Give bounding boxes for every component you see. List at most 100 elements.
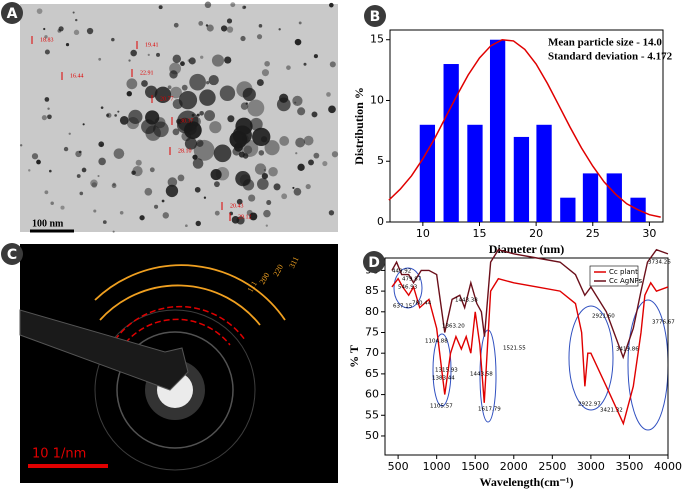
particle [198,20,204,26]
panel-label: D [368,255,380,271]
particle [209,121,222,134]
particle [261,69,269,77]
particle [19,144,23,147]
bar [443,64,459,222]
particle [154,204,159,209]
particle [100,144,103,147]
particle [328,105,336,114]
y-axis-label: % T [347,345,361,368]
particle [247,99,265,117]
peak-label: 637.15 [393,304,413,310]
peak-label: 449.92 [392,269,411,275]
particle [126,78,138,90]
x-tick-label: 2500 [538,460,566,473]
y-tick-label: 55 [365,408,379,421]
particle [294,38,302,46]
particle [264,60,270,67]
y-tick-label: 50 [365,429,379,442]
particle [199,89,216,106]
particle [240,35,246,42]
particle [119,116,129,125]
x-axis-label: Diameter (nm) [489,242,564,256]
y-tick-label: 80 [365,305,379,318]
y-tick-label: 75 [365,325,379,338]
particle [273,183,281,191]
fit-curve [388,38,661,218]
particle [139,215,145,221]
ring-arc [94,264,286,321]
particle [264,140,280,156]
particle [293,187,302,196]
particle [169,62,181,75]
ring-arc [99,284,261,326]
particle [173,22,179,28]
particle [144,85,158,99]
measurement: 18.83 [40,37,54,43]
y-tick-label: 65 [365,367,379,380]
ring-arc [119,318,231,351]
x-tick-label: 4000 [654,460,682,473]
particle [58,26,64,32]
peak-label: 3421.32 [600,408,623,414]
particle [141,80,148,87]
particle [75,18,78,22]
diffraction-ring [116,331,234,449]
peak-label: 2922.97 [578,402,601,408]
ring-arc [114,305,246,341]
particle [112,230,115,233]
particle [43,27,46,31]
measurement: 20.77 [160,96,174,102]
particle [113,148,125,159]
peak-label: 1104.88 [425,339,448,345]
bar [513,136,530,222]
particle [254,163,267,175]
particle [249,212,258,221]
particle [91,182,98,188]
particle [292,95,303,106]
y-tick-label: 0 [377,215,384,228]
particle [311,111,318,118]
particle [298,21,302,25]
particle [204,110,216,122]
particle [322,160,328,167]
y-axis-label: Distribution % [352,87,366,165]
peak-label: 1443.58 [470,372,493,378]
particle [128,59,131,62]
particle [44,190,49,195]
particle [256,34,263,40]
particle [214,181,220,188]
particle [292,186,295,190]
particle [219,85,236,101]
panel-label: B [370,9,381,25]
particle [73,29,80,36]
measurement: 20.43 [230,203,244,209]
peak-label: 1443.38 [455,298,478,304]
particle [331,151,339,158]
particle [313,54,318,59]
peak-label: 780.44 [412,301,432,307]
particle [36,8,43,14]
particle [78,150,82,154]
particle [286,65,291,70]
particle [263,168,266,171]
particle [258,150,265,156]
scale-label: 100 nm [32,218,64,229]
legend-label: Cc plant [609,268,638,276]
bar [419,124,436,222]
x-tick-label: 30 [642,227,656,240]
annotation: Standard deviation - 4.172 [548,51,673,63]
particle [177,174,185,182]
particle [156,52,161,57]
y-tick-label: 85 [365,284,379,297]
particle [231,216,240,224]
x-tick-label: 15 [472,227,486,240]
particle [206,24,214,32]
particle [204,1,212,9]
particle [210,169,222,181]
particle [119,211,124,215]
particle [128,109,143,125]
particle [200,55,204,59]
spectrum-line [391,277,669,426]
particle [47,114,52,120]
particle [224,56,232,64]
